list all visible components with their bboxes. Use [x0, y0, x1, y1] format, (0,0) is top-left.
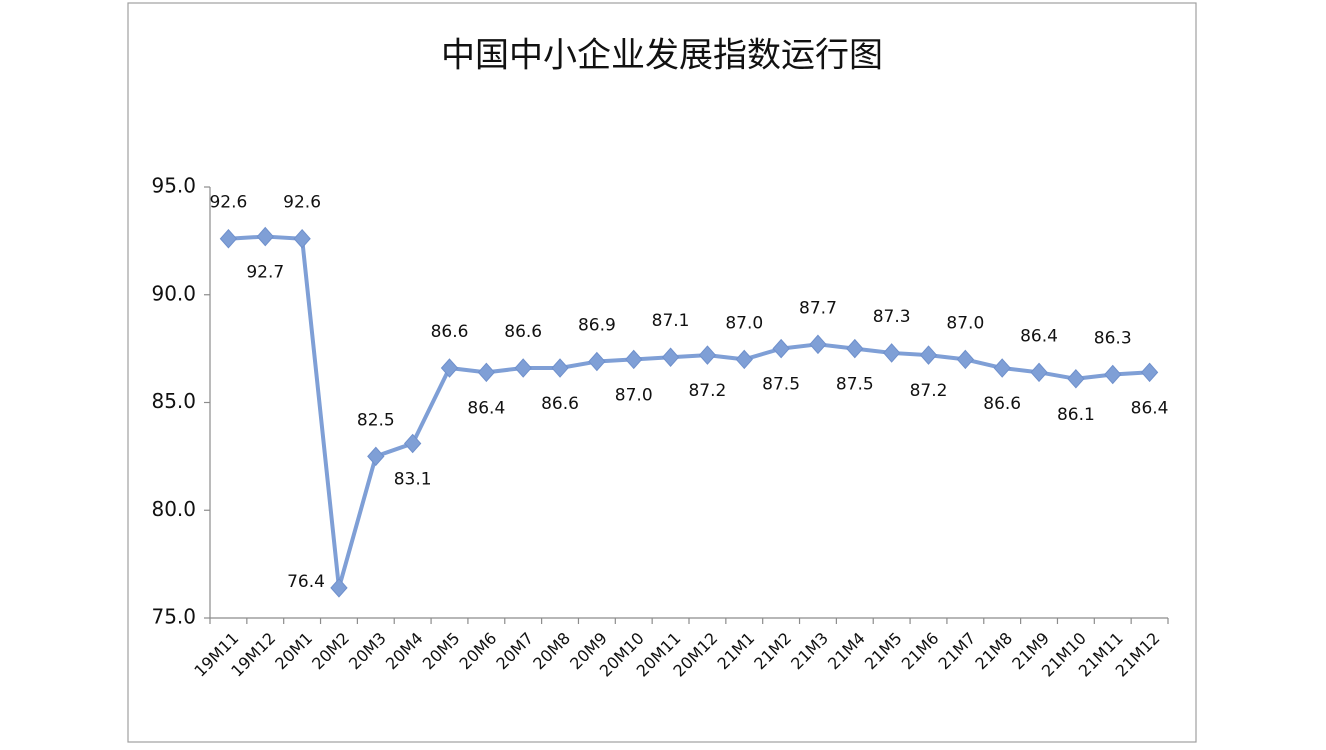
- marker: [993, 358, 1011, 378]
- data-label: 86.1: [1057, 405, 1095, 425]
- marker: [625, 349, 643, 370]
- data-label: 87.7: [799, 298, 837, 318]
- marker: [1067, 369, 1085, 389]
- marker: [293, 228, 311, 249]
- data-label: 87.5: [836, 375, 874, 395]
- marker: [403, 433, 422, 454]
- data-label: 87.1: [652, 311, 690, 331]
- chart-frame: [127, 2, 1197, 743]
- marker: [661, 347, 680, 367]
- marker: [219, 228, 238, 249]
- marker: [1104, 364, 1122, 385]
- data-label: 87.2: [688, 381, 726, 401]
- chart-title: 中国中小企业发展指数运行图: [441, 36, 883, 76]
- data-label: 83.1: [394, 469, 432, 489]
- data-label: 86.4: [1020, 326, 1058, 346]
- data-label: 92.6: [209, 193, 247, 213]
- data-label: 92.6: [283, 193, 321, 213]
- data-label: 87.2: [910, 381, 948, 401]
- data-label: 86.4: [1131, 398, 1169, 418]
- y-tick-label: 80.0: [151, 497, 196, 521]
- data-label: 86.6: [431, 322, 469, 342]
- data-label: 92.7: [246, 263, 284, 283]
- data-label: 87.5: [762, 375, 800, 395]
- marker: [256, 226, 274, 247]
- marker: [846, 338, 864, 359]
- data-label: 87.3: [873, 307, 911, 327]
- marker: [1140, 362, 1159, 383]
- data-label: 86.9: [578, 316, 616, 336]
- data-label: 82.5: [357, 410, 395, 430]
- data-label: 87.0: [615, 385, 653, 405]
- data-label: 86.6: [541, 394, 579, 414]
- marker: [477, 362, 496, 383]
- marker: [919, 345, 938, 365]
- marker: [882, 343, 901, 363]
- marker: [772, 338, 790, 359]
- y-tick-label: 85.0: [151, 389, 196, 413]
- marker: [1030, 362, 1048, 383]
- y-tick-label: 90.0: [151, 281, 196, 305]
- marker: [551, 358, 569, 378]
- marker: [956, 349, 975, 370]
- marker: [440, 358, 459, 378]
- y-tick-label: 75.0: [151, 605, 196, 629]
- marker: [735, 349, 753, 370]
- marker: [698, 345, 717, 365]
- marker: [514, 358, 532, 378]
- data-label: 86.6: [983, 394, 1021, 414]
- data-label: 86.3: [1094, 328, 1132, 348]
- data-label: 86.6: [504, 322, 542, 342]
- data-label: 86.4: [467, 398, 505, 418]
- y-tick-label: 95.0: [151, 174, 196, 198]
- data-label: 76.4: [287, 572, 325, 592]
- data-label: 87.0: [725, 313, 763, 333]
- marker: [809, 334, 827, 355]
- marker: [330, 578, 348, 598]
- data-label: 87.0: [946, 313, 984, 333]
- marker: [367, 446, 385, 467]
- marker: [588, 351, 606, 372]
